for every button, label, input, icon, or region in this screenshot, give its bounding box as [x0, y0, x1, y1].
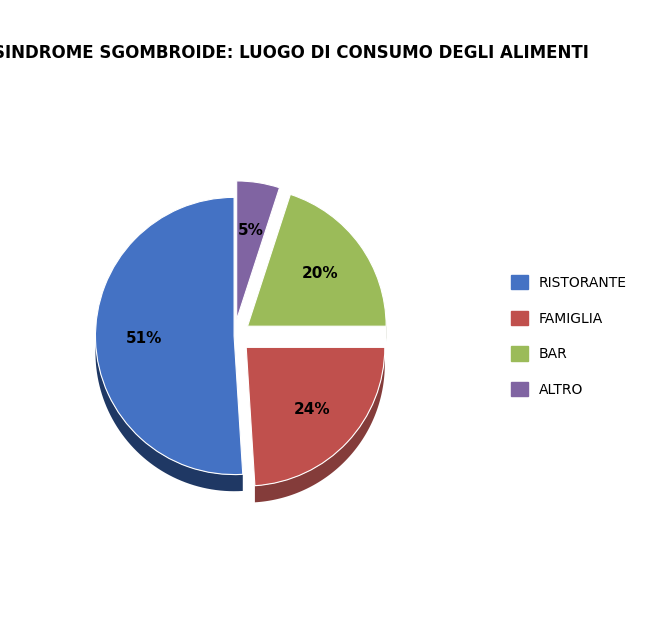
Wedge shape	[95, 197, 243, 475]
Text: 51%: 51%	[126, 332, 162, 346]
Text: 5%: 5%	[238, 223, 263, 238]
Text: 24%: 24%	[293, 401, 330, 416]
Legend: RISTORANTE, FAMIGLIA, BAR, ALTRO: RISTORANTE, FAMIGLIA, BAR, ALTRO	[506, 269, 633, 403]
Wedge shape	[248, 195, 386, 326]
Wedge shape	[237, 181, 279, 320]
Wedge shape	[246, 347, 385, 485]
Text: 20%: 20%	[302, 266, 339, 281]
Polygon shape	[95, 329, 243, 491]
Text: SINDROME SGOMBROIDE: LUOGO DI CONSUMO DEGLI ALIMENTI: SINDROME SGOMBROIDE: LUOGO DI CONSUMO DE…	[0, 44, 589, 62]
Polygon shape	[255, 347, 385, 502]
